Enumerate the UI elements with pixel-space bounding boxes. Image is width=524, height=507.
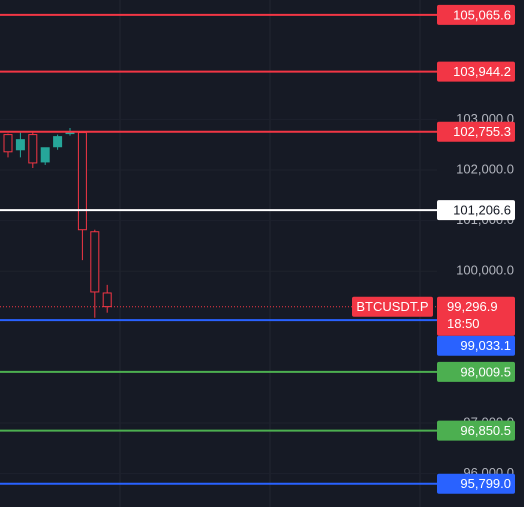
candle-body [40, 147, 50, 163]
level-label-box [437, 361, 515, 382]
level-label: 102,755.3 [453, 124, 511, 139]
candle-body [28, 134, 38, 164]
level-label-box [437, 121, 515, 142]
level-label: 99,033.1 [460, 338, 511, 353]
level-label: 105,065.6 [453, 7, 511, 22]
candle-body [15, 139, 25, 151]
level-label: 103,944.2 [453, 64, 511, 79]
symbol-label: BTCUSDT.P [356, 299, 428, 314]
candle-body [102, 292, 112, 308]
symbol-label-box [352, 296, 433, 317]
candle-body [90, 231, 100, 293]
level-label-box [437, 200, 515, 221]
y-tick-label: 100,000.0 [456, 263, 514, 278]
last-price-label: 99,296.9 [447, 299, 498, 314]
level-label-box [437, 335, 515, 356]
level-label-box [437, 4, 515, 25]
level-label: 98,009.5 [460, 364, 511, 379]
level-label: 101,206.6 [453, 203, 511, 218]
level-label-box [437, 473, 515, 494]
level-label-box [437, 61, 515, 82]
candle-body [3, 134, 13, 153]
last-price-box [437, 296, 515, 336]
level-label-box [437, 420, 515, 441]
candle-body [53, 136, 63, 148]
level-label: 96,850.5 [460, 423, 511, 438]
level-label: 95,799.0 [460, 476, 511, 491]
y-tick-label: 102,000.0 [456, 161, 514, 176]
candle-body [77, 132, 87, 231]
countdown-label: 18:50 [447, 316, 480, 331]
